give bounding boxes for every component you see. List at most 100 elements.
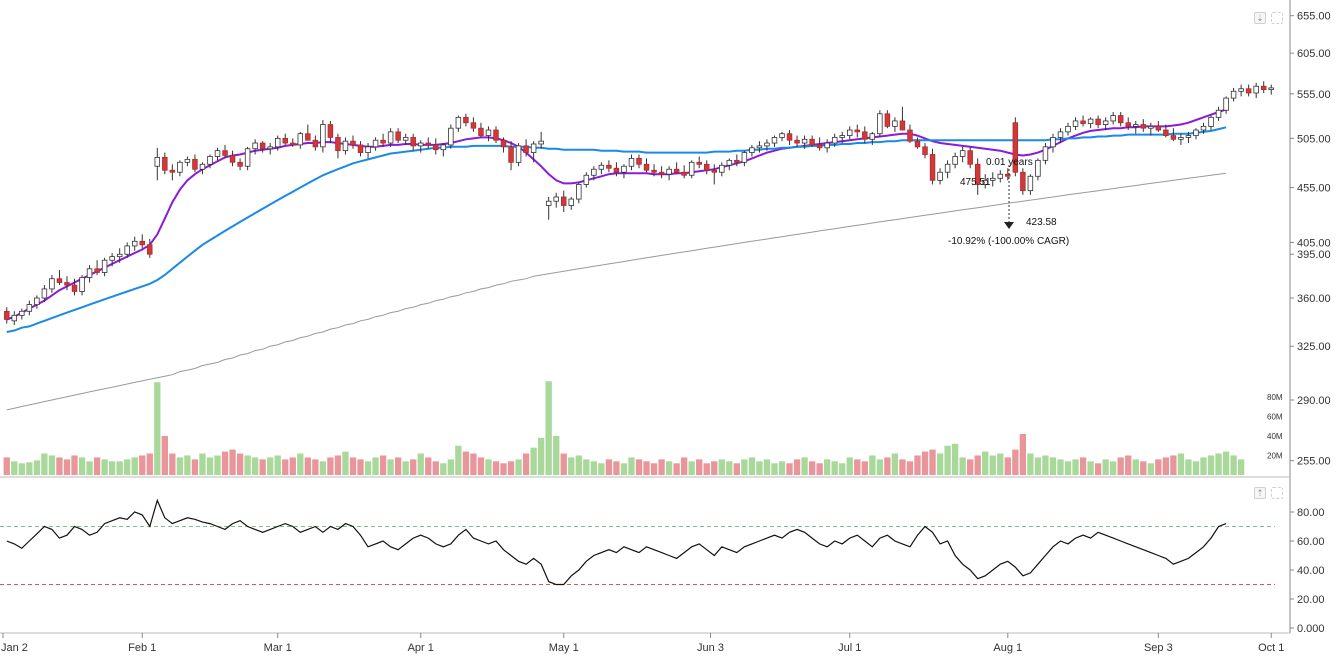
candle-body-up [553, 196, 559, 202]
volume-bar [688, 461, 695, 475]
price-tick-label: 455.00 [1297, 183, 1331, 195]
candle [440, 143, 447, 157]
volume-bar [33, 460, 41, 475]
download-icon[interactable]: ⇣ [1254, 12, 1266, 24]
candle-body-up [342, 140, 349, 152]
volume-bar [349, 457, 357, 475]
rsi-layer [0, 498, 1275, 586]
candle-body-down [1170, 135, 1177, 140]
candle [990, 172, 996, 187]
candle [1110, 112, 1116, 125]
candle-body-down [4, 310, 10, 320]
volume-bar [93, 457, 101, 475]
volume-bar [824, 459, 831, 475]
volume-bar [1027, 453, 1034, 475]
volume-bar [974, 455, 981, 475]
candle-body-up [402, 137, 409, 141]
volume-bar [364, 461, 372, 475]
price-tick-label: 395.00 [1297, 249, 1331, 261]
volume-tick-label: 40M [1267, 432, 1283, 441]
volume-bar [282, 459, 289, 475]
candle-body-up [1200, 125, 1207, 131]
volume-bar [808, 461, 816, 475]
candle-body-up [741, 152, 748, 163]
rsi-fullscreen-icon[interactable] [1271, 487, 1283, 499]
volume-bar [259, 459, 266, 475]
candle [786, 130, 793, 145]
volume-bar [748, 457, 756, 475]
volume-bar [583, 459, 590, 475]
candle-body-up [847, 129, 853, 136]
candle-body-up [937, 171, 943, 181]
candle [658, 166, 665, 179]
volume-bar [1012, 449, 1019, 475]
volume-bar [560, 453, 567, 475]
volume-bar [131, 457, 138, 475]
candle [997, 170, 1004, 183]
candle [1185, 131, 1192, 144]
candle [944, 160, 951, 179]
candle-body-up [839, 135, 845, 138]
volume-bar [553, 435, 560, 475]
candle [831, 133, 838, 147]
candle-body-down [922, 146, 928, 155]
candle [455, 115, 462, 132]
candle [192, 154, 198, 173]
candle-body-up [1133, 124, 1139, 127]
volume-bar [379, 455, 387, 475]
candle [809, 135, 815, 147]
candle-body-up [86, 268, 93, 278]
volume-bar [778, 461, 786, 475]
volume-bar [440, 463, 447, 475]
volume-bar [726, 461, 733, 475]
measure-annotation[interactable]: 0.01 years 475.51 423.58 -10.92% (-100.0… [948, 157, 1069, 247]
candle-body-up [448, 127, 454, 146]
fullscreen-icon[interactable] [1271, 12, 1283, 24]
candle-body-up [252, 142, 258, 150]
candle-body-down [658, 171, 665, 175]
volume-bar [673, 463, 680, 475]
candle-body-down [147, 244, 153, 255]
volume-bar [357, 459, 364, 475]
candle-body-up [1215, 109, 1222, 118]
candle [11, 311, 18, 325]
candle-body-down [290, 142, 296, 146]
candle-body-down [192, 158, 198, 170]
volume-bar [1049, 457, 1057, 475]
candle [771, 135, 778, 147]
volume-bar [402, 461, 409, 475]
candle [1230, 87, 1237, 102]
candle-body-down [478, 127, 484, 136]
volume-bar [1094, 463, 1102, 475]
candle [64, 276, 70, 291]
volume-bar [951, 443, 959, 475]
volume-tick-label: 60M [1267, 412, 1283, 421]
candle [1080, 115, 1086, 127]
candle [1012, 117, 1019, 177]
candle-body-up [1223, 97, 1229, 111]
price-tick-label: 255.00 [1297, 456, 1331, 468]
candle-body-down [862, 131, 868, 140]
volume-bar [967, 459, 974, 475]
volume-bar [711, 461, 718, 475]
candle [365, 143, 371, 159]
candle-body-up [892, 120, 898, 127]
candle-body-up [621, 165, 627, 173]
candle-body-up [1268, 87, 1274, 90]
candle-body-down [704, 163, 710, 171]
volume-bar [342, 451, 349, 475]
candle [1035, 158, 1041, 181]
volume-bar [41, 453, 48, 475]
candle-body-down [508, 146, 514, 163]
volume-bar [304, 457, 311, 475]
candle-body-up [771, 137, 778, 144]
collapse-up-icon[interactable]: ⇡ [1254, 487, 1266, 499]
volume-bar [959, 457, 966, 475]
volume-bar [1207, 455, 1215, 475]
volume-bar [733, 463, 741, 475]
candle-body-down [222, 150, 228, 156]
date-tick-label: Oct 1 [1258, 642, 1284, 654]
volume-bar [665, 461, 673, 475]
candle [131, 236, 138, 251]
volume-bar [236, 453, 244, 475]
